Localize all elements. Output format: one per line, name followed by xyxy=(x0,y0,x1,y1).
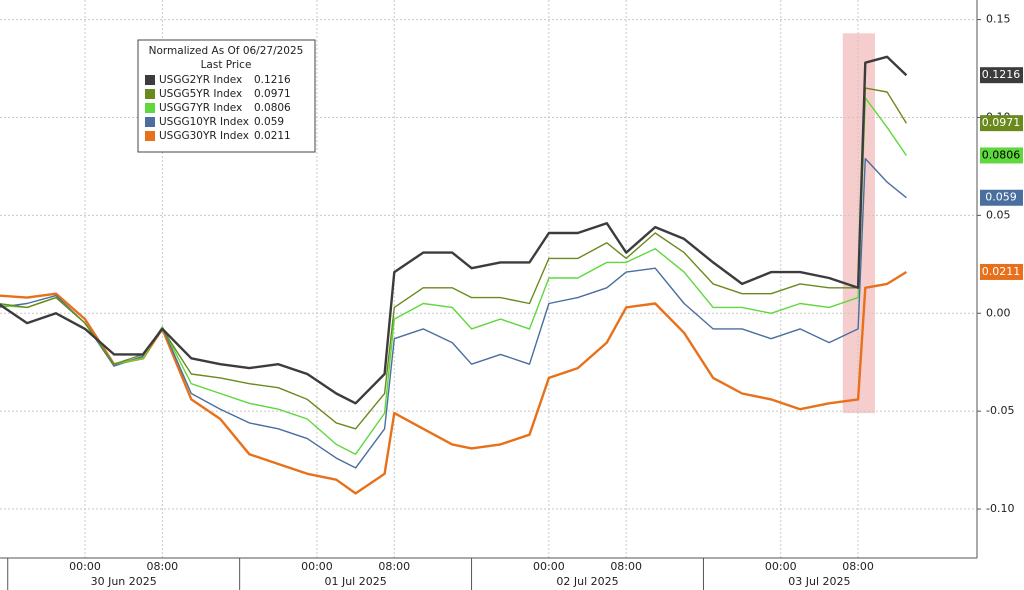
legend-label: USGG30YR Index xyxy=(159,130,249,142)
legend-swatch xyxy=(145,131,155,141)
series-line xyxy=(0,87,907,430)
x-tick-label: 08:00 xyxy=(378,560,410,573)
legend-label: USGG5YR Index xyxy=(159,88,242,100)
value-tag-label: 0.0211 xyxy=(982,265,1021,278)
highlight-region xyxy=(842,33,875,414)
date-label: 01 Jul 2025 xyxy=(324,575,386,588)
legend-swatch xyxy=(145,117,155,127)
legend-label: USGG2YR Index xyxy=(159,74,242,86)
value-tag xyxy=(980,115,1023,132)
x-tick-label: 00:00 xyxy=(301,560,333,573)
value-tag-label: 0.059 xyxy=(985,191,1017,204)
legend-label: USGG7YR Index xyxy=(159,102,242,114)
legend-swatch xyxy=(145,89,155,99)
legend-value: 0.0806 xyxy=(254,102,291,114)
legend-subtitle: Last Price xyxy=(201,59,252,71)
series-line xyxy=(0,97,907,455)
y-tick-label: 0.05 xyxy=(986,208,1011,221)
x-tick-label: 08:00 xyxy=(842,560,874,573)
plot-area xyxy=(0,0,975,558)
series-line xyxy=(0,55,908,405)
y-tick-label: -0.05 xyxy=(986,404,1014,417)
value-tag-label: 0.0971 xyxy=(982,116,1021,129)
value-tag-label: 0.1216 xyxy=(982,68,1021,81)
date-label: 30 Jun 2025 xyxy=(91,575,157,588)
legend-value: 0.059 xyxy=(254,116,284,128)
legend-swatch xyxy=(145,75,155,85)
x-tick-label: 00:00 xyxy=(765,560,797,573)
legend-value: 0.0971 xyxy=(254,88,291,100)
legend-value: 0.0211 xyxy=(254,130,291,142)
value-tag xyxy=(980,263,1023,280)
legend-value: 0.1216 xyxy=(254,74,291,86)
value-tag-label: 0.0806 xyxy=(982,148,1021,161)
legend: Normalized As Of 06/27/2025 Last Price U… xyxy=(137,39,316,153)
y-tick-label: 0.15 xyxy=(986,13,1011,26)
legend-label: USGG10YR Index xyxy=(159,116,249,128)
x-tick-label: 00:00 xyxy=(533,560,565,573)
x-tick-label: 08:00 xyxy=(610,560,642,573)
y-tick-label: -0.10 xyxy=(986,502,1014,515)
date-label: 02 Jul 2025 xyxy=(556,575,618,588)
x-tick-label: 08:00 xyxy=(146,560,178,573)
legend-title: Normalized As Of 06/27/2025 xyxy=(149,45,304,57)
series-line xyxy=(0,270,908,495)
date-label: 03 Jul 2025 xyxy=(788,575,850,588)
y-tick-label: 0.00 xyxy=(986,306,1011,319)
legend-box xyxy=(137,39,316,153)
value-tag xyxy=(980,147,1023,164)
value-tag xyxy=(980,189,1023,206)
legend-swatch xyxy=(145,103,155,113)
value-tag xyxy=(980,67,1023,84)
x-tick-label: 00:00 xyxy=(69,560,101,573)
